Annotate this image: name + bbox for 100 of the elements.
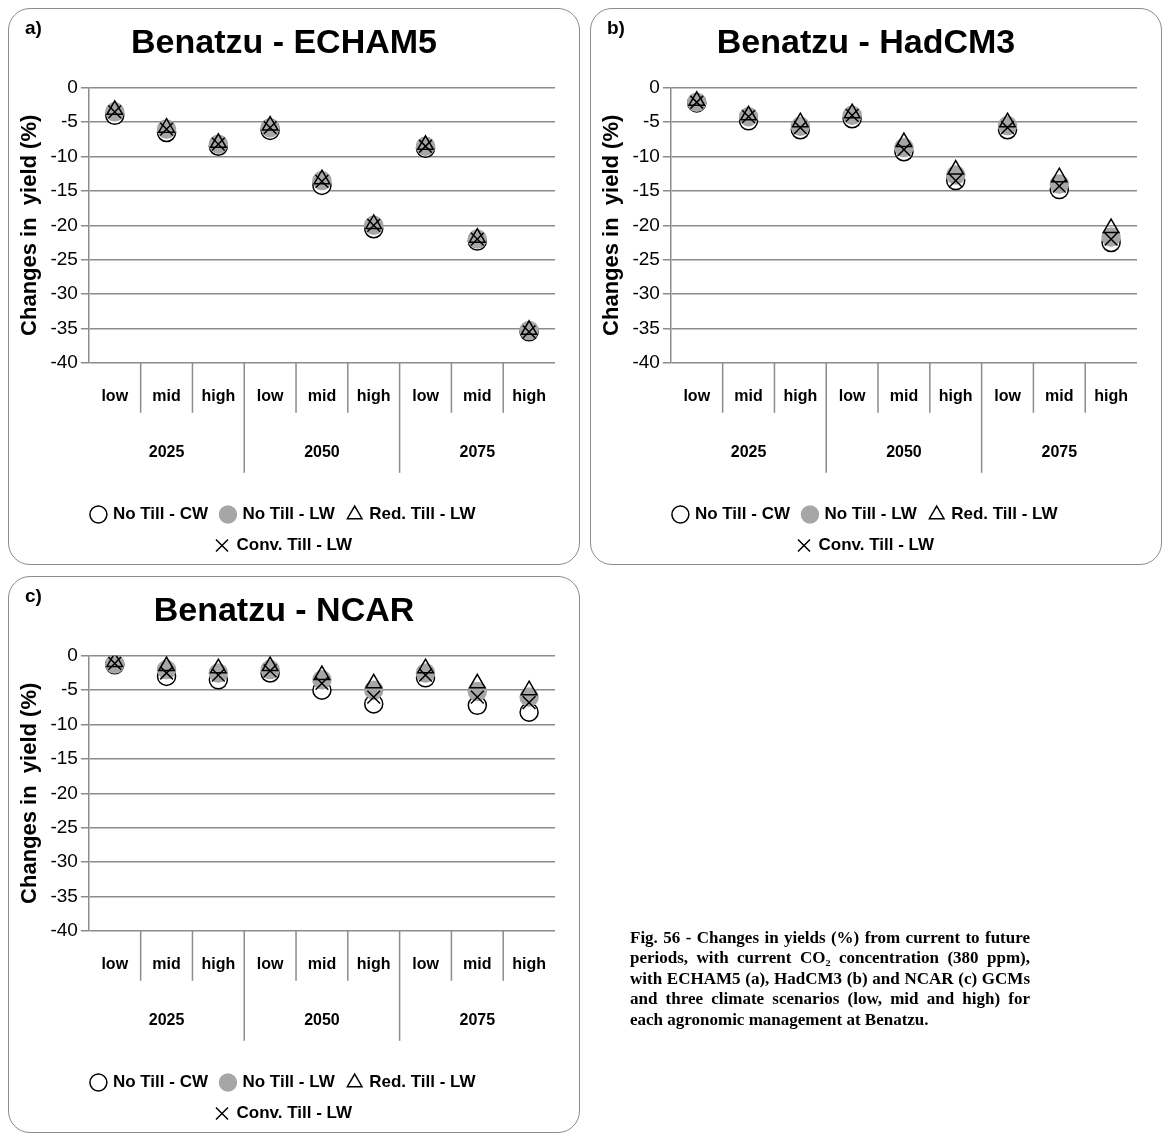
- chart-subtitle: c): [25, 585, 42, 607]
- y-tick-label: -5: [60, 110, 78, 132]
- legend-label: No Till - CW: [112, 504, 209, 524]
- y-tick-label: -40: [632, 351, 660, 373]
- x-tick-label: low: [256, 386, 285, 404]
- x-tick-label: low: [838, 386, 867, 404]
- text: 2075: [459, 443, 496, 461]
- x-tick-label: high: [356, 386, 391, 404]
- point: [998, 112, 1017, 128]
- point: [314, 676, 330, 691]
- point: [313, 665, 331, 681]
- y-tick-label: 0: [67, 644, 78, 666]
- x-tick-label: mid: [307, 386, 337, 404]
- point: [1102, 218, 1120, 234]
- legend-label: Red. Till - LW: [951, 504, 1059, 524]
- point: [520, 320, 538, 336]
- y-tick-label: -30: [632, 282, 660, 304]
- y-axis-title: Changes in yield (%): [16, 114, 42, 336]
- y-tick-label: -15: [50, 179, 78, 201]
- point: [1050, 167, 1068, 183]
- legend-label: Conv. Till - LW: [818, 535, 935, 555]
- text: 2050: [886, 443, 922, 461]
- legend-label: Red. Till - LW: [369, 504, 477, 524]
- y-tick-label: -30: [50, 850, 78, 872]
- x-tick-label: low: [412, 386, 440, 404]
- text: 2050: [304, 1011, 340, 1029]
- x-tick-label: high: [783, 386, 818, 404]
- x-tick-label: mid: [152, 386, 181, 404]
- y-tick-label: 0: [649, 76, 660, 98]
- legend-label: No Till - LW: [824, 504, 918, 524]
- y-tick-label: -10: [50, 144, 78, 166]
- y-tick-label: -30: [50, 282, 78, 304]
- legend-label: No Till - LW: [242, 504, 336, 524]
- y-tick-label: -5: [642, 110, 660, 132]
- y-tick-label: -15: [632, 179, 660, 201]
- x-tick-label: low: [101, 386, 129, 404]
- x-tick-label: mid: [152, 954, 181, 972]
- point: [843, 103, 861, 119]
- x-tick-label: high: [356, 954, 391, 972]
- text: 2075: [1041, 443, 1078, 461]
- text: 2050: [304, 443, 340, 461]
- point: [791, 112, 809, 128]
- y-tick-label: -20: [632, 213, 660, 235]
- point: [365, 214, 383, 230]
- point: [740, 105, 758, 121]
- x-tick-label: mid: [463, 386, 492, 404]
- legend-label: Conv. Till - LW: [236, 535, 353, 555]
- y-tick-label: -10: [632, 144, 660, 166]
- x-tick-label: mid: [889, 386, 919, 404]
- legend-label: No Till - CW: [112, 1072, 209, 1092]
- x-tick-label: low: [101, 954, 129, 972]
- x-tick-label: high: [938, 386, 973, 404]
- text: 2075: [459, 1011, 496, 1029]
- text: 2025: [148, 1011, 185, 1029]
- x-tick-label: low: [256, 954, 285, 972]
- text: 2025: [148, 443, 185, 461]
- y-tick-label: -35: [632, 316, 660, 338]
- point: [688, 91, 706, 107]
- x-tick-label: mid: [307, 954, 337, 972]
- x-tick-label: low: [683, 386, 711, 404]
- y-tick-label: -35: [50, 884, 78, 906]
- point: [106, 100, 124, 116]
- y-tick-label: -35: [50, 316, 78, 338]
- x-tick-label: high: [512, 954, 546, 972]
- x-tick-label: mid: [1045, 386, 1074, 404]
- point: [895, 132, 913, 148]
- y-tick-label: -25: [50, 247, 78, 269]
- legend-label: No Till - CW: [694, 504, 791, 524]
- x-tick-label: mid: [734, 386, 763, 404]
- y-tick-label: -10: [50, 712, 78, 734]
- legend-label: Red. Till - LW: [369, 1072, 477, 1092]
- point: [209, 133, 227, 149]
- x-tick-label: high: [1094, 386, 1128, 404]
- caption: Fig. 56 - Changes in yields (%) from current to future periods, with current CO₂ concentration (380 ppm), with ECHAM5 (a), HadCM3 (b) and NCAR (c) GCMs and three climate scenarios (low, mid and high) for each agronomic management at Benatzu.: [630, 928, 1030, 1030]
- x-tick-label: low: [994, 386, 1022, 404]
- legend-label: No Till - LW: [242, 1072, 336, 1092]
- y-tick-label: -40: [50, 351, 78, 373]
- x-tick-label: mid: [463, 954, 492, 972]
- text: 2025: [730, 443, 767, 461]
- legend-label: Conv. Till - LW: [236, 1103, 353, 1123]
- chart-title: Benatzu - ECHAM5: [130, 21, 438, 60]
- y-tick-label: -20: [50, 213, 78, 235]
- point: [313, 169, 331, 185]
- x-tick-label: high: [201, 386, 236, 404]
- y-tick-label: -5: [60, 678, 78, 700]
- y-axis-title: Changes in yield (%): [16, 682, 42, 904]
- x-tick-label: low: [412, 954, 440, 972]
- chart-title: Benatzu - HadCM3: [716, 21, 1016, 60]
- chart-title: Benatzu - NCAR: [153, 589, 415, 628]
- y-axis-title: Changes in yield (%): [598, 114, 624, 336]
- chart-subtitle: a): [25, 17, 42, 39]
- y-tick-label: -25: [632, 247, 660, 269]
- x-tick-label: high: [201, 954, 236, 972]
- y-tick-label: -40: [50, 919, 78, 941]
- point: [366, 689, 381, 705]
- y-tick-label: -20: [50, 781, 78, 803]
- chart-subtitle: b): [607, 17, 625, 39]
- point: [416, 135, 435, 151]
- y-tick-label: -15: [50, 747, 78, 769]
- y-tick-label: 0: [67, 76, 78, 98]
